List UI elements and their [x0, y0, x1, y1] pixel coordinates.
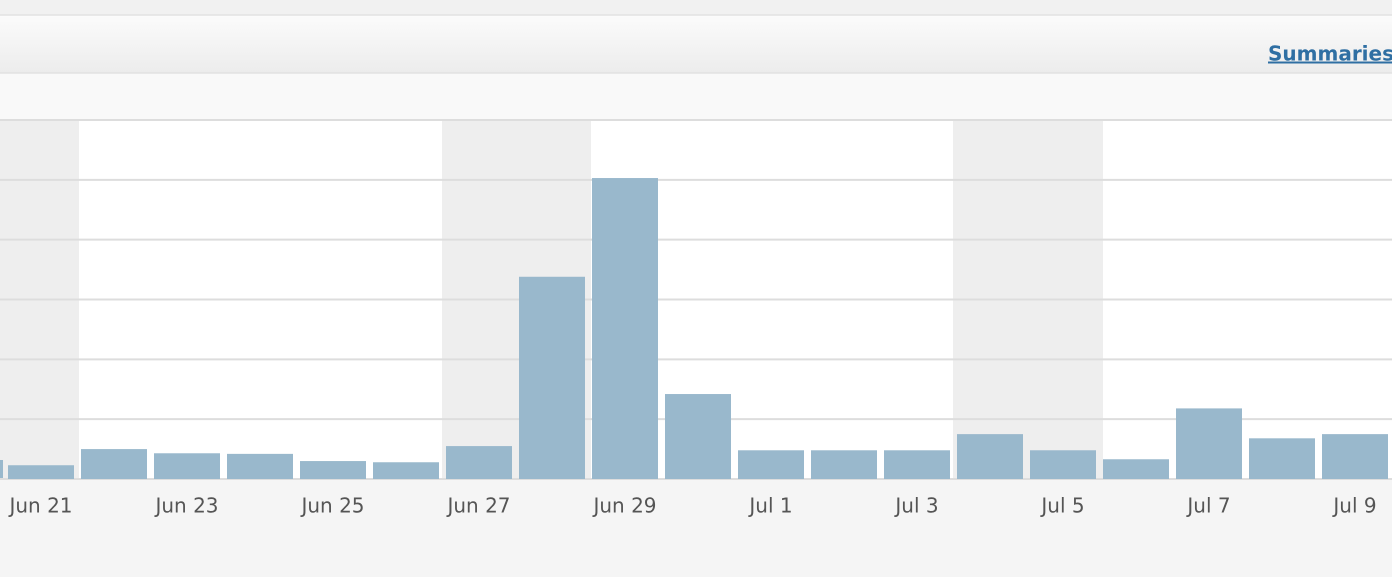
x-tick-label: Jun 29	[591, 494, 656, 518]
bar	[519, 276, 585, 479]
x-tick-label: Jul 3	[893, 494, 938, 518]
top-bar	[0, 0, 1392, 15]
bar	[1249, 438, 1315, 479]
bar	[1030, 450, 1096, 479]
bar	[446, 446, 512, 479]
bar	[8, 465, 74, 479]
summaries-link[interactable]: Summaries	[1268, 42, 1392, 66]
x-tick-label: Jun 23	[153, 494, 218, 518]
bar	[373, 462, 439, 479]
x-tick-label: Jul 5	[1039, 494, 1084, 518]
bar	[665, 394, 731, 479]
x-tick-label: Jun 21	[7, 494, 72, 518]
bar	[154, 453, 220, 479]
bar	[81, 449, 147, 479]
x-tick-label: Jun 25	[299, 494, 364, 518]
sub-band	[0, 74, 1392, 120]
x-tick-label: Jun 27	[445, 494, 510, 518]
axis-band	[0, 480, 1392, 577]
bar	[300, 461, 366, 479]
bar	[1322, 434, 1388, 479]
bar	[1176, 408, 1242, 479]
bar	[957, 434, 1023, 479]
bar	[884, 450, 950, 479]
bar	[811, 450, 877, 479]
bar	[592, 178, 658, 479]
partial-bar	[0, 460, 3, 479]
header-band	[0, 16, 1392, 73]
bar	[227, 453, 293, 479]
bar	[738, 450, 804, 479]
bar	[1103, 459, 1169, 479]
x-tick-label: Jul 1	[747, 494, 792, 518]
x-tick-label: Jul 7	[1185, 494, 1230, 518]
x-tick-label: Jul 9	[1331, 494, 1376, 518]
